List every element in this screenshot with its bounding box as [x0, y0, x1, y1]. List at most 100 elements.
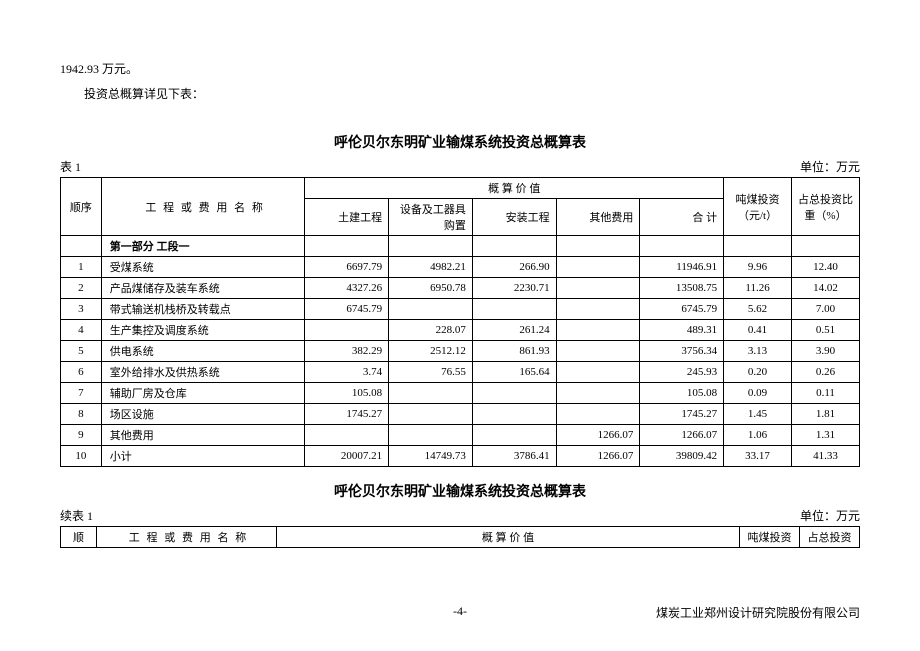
table-row: 4生产集控及调度系统228.07261.24489.310.410.51: [61, 320, 860, 341]
cell-total: 1266.07: [640, 425, 724, 446]
cell-pct: 0.51: [792, 320, 860, 341]
cell-total: 39809.42: [640, 446, 724, 467]
cell-pct: 1.81: [792, 404, 860, 425]
th-name: 工 程 或 费 用 名 称: [101, 178, 305, 236]
section-head: 第一部分 工段一: [101, 236, 305, 257]
cell-pct: 7.00: [792, 299, 860, 320]
cell-install: 165.64: [472, 362, 556, 383]
cell-install: 2230.71: [472, 278, 556, 299]
cell-ton: 5.62: [724, 299, 792, 320]
cell-ton: 1.06: [724, 425, 792, 446]
cell-install: [472, 404, 556, 425]
table-2-title: 呼伦贝尔东明矿业输煤系统投资总概算表: [60, 481, 860, 501]
cell-seq: 8: [61, 404, 102, 425]
cell-install: 266.90: [472, 257, 556, 278]
cell-install: 3786.41: [472, 446, 556, 467]
cell-ton: 3.13: [724, 341, 792, 362]
page-number: -4-: [453, 604, 467, 619]
cell-total: 105.08: [640, 383, 724, 404]
cell-total: 13508.75: [640, 278, 724, 299]
cell-civil: 6697.79: [305, 257, 389, 278]
cell-other: [556, 383, 640, 404]
th2-name: 工 程 或 费 用 名 称: [97, 527, 277, 548]
cell-name: 产品煤储存及装车系统: [101, 278, 305, 299]
table-1-title: 呼伦贝尔东明矿业输煤系统投资总概算表: [60, 132, 860, 152]
cell-pct: 41.33: [792, 446, 860, 467]
cell-total: 489.31: [640, 320, 724, 341]
table-row: 10小计20007.2114749.733786.411266.0739809.…: [61, 446, 860, 467]
th-ton: 吨煤投资（元/t）: [724, 178, 792, 236]
cell-other: [556, 299, 640, 320]
cell-install: [472, 425, 556, 446]
cell-seq: 1: [61, 257, 102, 278]
cell-civil: 20007.21: [305, 446, 389, 467]
intro-line-2: 投资总概算详见下表：: [60, 85, 860, 102]
th-install: 安装工程: [472, 199, 556, 236]
cell-ton: 0.20: [724, 362, 792, 383]
page-footer: -4- 煤炭工业郑州设计研究院股份有限公司: [60, 604, 860, 621]
intro-line-1: 1942.93 万元。: [60, 60, 860, 77]
table-1-label-left: 表 1: [60, 158, 81, 175]
cell-ton: 33.17: [724, 446, 792, 467]
cell-equip: [389, 425, 473, 446]
cell-equip: 228.07: [389, 320, 473, 341]
table-2-label-right: 单位：万元: [800, 507, 860, 524]
cell-total: 1745.27: [640, 404, 724, 425]
cell-total: 3756.34: [640, 341, 724, 362]
table-1-meta: 表 1 单位：万元: [60, 158, 860, 175]
cell-equip: 2512.12: [389, 341, 473, 362]
cell-equip: 14749.73: [389, 446, 473, 467]
cell-name: 生产集控及调度系统: [101, 320, 305, 341]
cell-equip: 6950.78: [389, 278, 473, 299]
cell-name: 受煤系统: [101, 257, 305, 278]
cell-other: [556, 362, 640, 383]
cell-ton: 9.96: [724, 257, 792, 278]
table-2-wrap: 呼伦贝尔东明矿业输煤系统投资总概算表 续表 1 单位：万元 顺 工 程 或 费 …: [60, 481, 860, 548]
table-row: 5供电系统382.292512.12861.933756.343.133.90: [61, 341, 860, 362]
table-1-label-right: 单位：万元: [800, 158, 860, 175]
cell-seq: 10: [61, 446, 102, 467]
th-total: 合 计: [640, 199, 724, 236]
cell-pct: 0.26: [792, 362, 860, 383]
table-row: 8场区设施1745.271745.271.451.81: [61, 404, 860, 425]
cell-name: 辅助厂房及仓库: [101, 383, 305, 404]
cell-civil: 6745.79: [305, 299, 389, 320]
table-row: 3带式输送机栈桥及转载点6745.796745.795.627.00: [61, 299, 860, 320]
cell-seq: 3: [61, 299, 102, 320]
cell-seq: 7: [61, 383, 102, 404]
table-row: 9其他费用1266.071266.071.061.31: [61, 425, 860, 446]
cell-name: 其他费用: [101, 425, 305, 446]
cell-total: 6745.79: [640, 299, 724, 320]
th2-pct: 占总投资: [800, 527, 860, 548]
cell-install: 861.93: [472, 341, 556, 362]
cell-other: [556, 278, 640, 299]
cell-pct: 12.40: [792, 257, 860, 278]
th2-estimate-group: 概 算 价 值: [277, 527, 740, 548]
cell-total: 245.93: [640, 362, 724, 383]
table-section-row: 第一部分 工段一: [61, 236, 860, 257]
cell-other: [556, 341, 640, 362]
cell-ton: 0.09: [724, 383, 792, 404]
table-2-meta: 续表 1 单位：万元: [60, 507, 860, 524]
cell-civil: 382.29: [305, 341, 389, 362]
table-row: 2产品煤储存及装车系统4327.266950.782230.7113508.75…: [61, 278, 860, 299]
cell-name: 供电系统: [101, 341, 305, 362]
th-civil: 土建工程: [305, 199, 389, 236]
th2-seq: 顺: [61, 527, 97, 548]
th-pct: 占总投资比重（%）: [792, 178, 860, 236]
cell-install: [472, 383, 556, 404]
th-equip: 设备及工器具购置: [389, 199, 473, 236]
cell-pct: 14.02: [792, 278, 860, 299]
cell-seq: 5: [61, 341, 102, 362]
cell-name: 小计: [101, 446, 305, 467]
cell-install: 261.24: [472, 320, 556, 341]
cell-equip: [389, 404, 473, 425]
cell-seq: 9: [61, 425, 102, 446]
cell-equip: [389, 383, 473, 404]
budget-table-1: 顺序 工 程 或 费 用 名 称 概 算 价 值 吨煤投资（元/t） 占总投资比…: [60, 177, 860, 467]
cell-equip: 76.55: [389, 362, 473, 383]
cell-civil: 105.08: [305, 383, 389, 404]
cell-civil: 3.74: [305, 362, 389, 383]
cell-pct: 0.11: [792, 383, 860, 404]
cell-civil: [305, 320, 389, 341]
